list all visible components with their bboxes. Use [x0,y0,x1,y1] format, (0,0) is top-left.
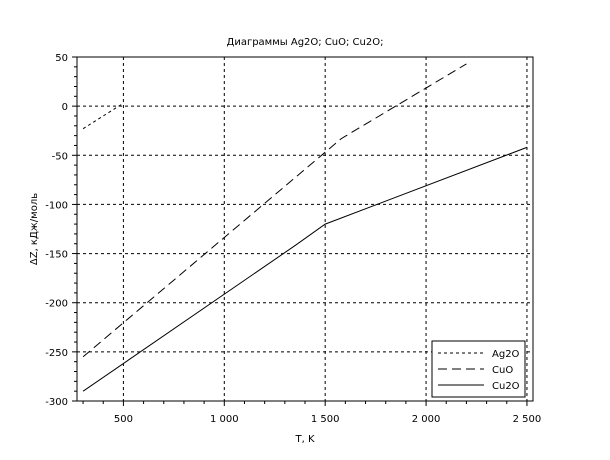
legend-box [431,340,526,398]
y-axis-title: ΔZ, кДж/моль [29,193,40,265]
y-tick-label: -150 [45,250,68,261]
series-line-cuo [82,63,467,358]
y-tick-label: -100 [45,200,68,211]
plot-series [82,63,528,392]
x-tick-label: 2 500 [513,414,542,425]
y-tick-label: -250 [45,348,68,359]
legend-label-cuo: CuO [492,365,513,376]
legend-label-cu2o: Cu2O [492,381,520,392]
x-tick-label: 2 000 [412,414,441,425]
series-line-ag2o [82,102,124,130]
x-tick-label: 1 500 [311,414,340,425]
x-tick-label: 500 [114,414,133,425]
legend-label-ag2o: Ag2O [492,349,520,360]
x-tick-label: 1 000 [210,414,239,425]
chart-title: Диаграммы Ag2O; CuO; Cu2O; [227,37,384,48]
y-tick-label: -50 [52,151,68,162]
axes: 500 1 000 1 500 2 000 2 500500-50-100-150-20… [45,53,541,425]
series-line-cu2o [82,146,528,392]
legend: Ag2O CuO Cu2O [431,340,526,398]
x-axis-title: T, K [294,434,314,445]
y-tick-label: 0 [62,102,68,113]
y-tick-label: -200 [45,299,68,310]
y-tick-label: 50 [55,53,68,64]
grid-lines [77,57,533,401]
y-tick-label: -300 [45,397,68,408]
